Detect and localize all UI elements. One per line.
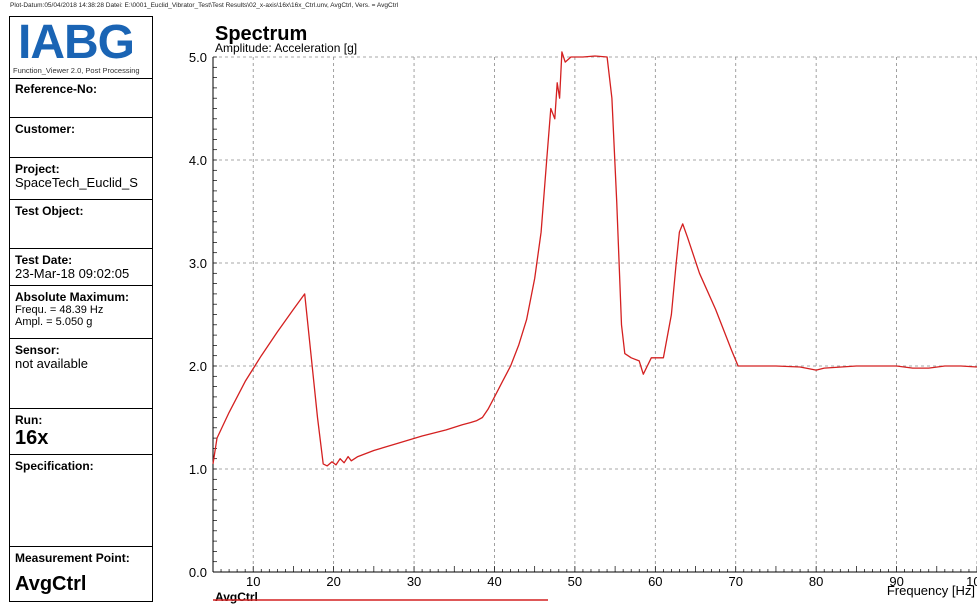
tick-layer: 10 20 30 40 50 60 70 80 90 100 0.0 1.0 2.0 3.0 4.0 5.0 [189, 50, 977, 589]
specification-field: Specification: [10, 455, 152, 547]
run-field: Run: 16x [10, 409, 152, 455]
measurement-point-label: Measurement Point: [15, 551, 130, 565]
customer-label: Customer: [15, 122, 76, 136]
x-tick-label: 90 [889, 574, 903, 589]
reference-label: Reference-No: [15, 82, 98, 96]
max-amplitude-value: Ampl. = 5.050 g [15, 316, 93, 328]
x-tick-label: 70 [729, 574, 743, 589]
x-tick-label: 20 [326, 574, 340, 589]
chart-title: Spectrum [215, 23, 307, 45]
absolute-max-field: Absolute Maximum: Frequ. = 48.39 Hz Ampl… [10, 286, 152, 339]
test-date-label: Test Date: [15, 253, 73, 267]
x-tick-label: 50 [568, 574, 582, 589]
run-value: 16x [15, 427, 49, 449]
customer-field: Customer: [10, 118, 152, 158]
logo-box: IABG Function_Viewer 2.0, Post Processin… [10, 17, 152, 79]
x-tick-label: 80 [809, 574, 823, 589]
sensor-value: not available [15, 357, 88, 371]
test-date-field: Test Date: 23-Mar-18 09:02:05 [10, 249, 152, 286]
y-tick-label: 1.0 [189, 462, 207, 477]
project-label: Project: [15, 162, 60, 176]
reference-field: Reference-No: [10, 78, 152, 118]
project-value: SpaceTech_Euclid_S [15, 176, 138, 190]
y-tick-label: 4.0 [189, 153, 207, 168]
legend-label: AvgCtrl [215, 590, 258, 604]
run-label: Run: [15, 413, 43, 427]
test-date-value: 23-Mar-18 09:02:05 [15, 267, 130, 281]
x-axis-label: Frequency [Hz] [887, 583, 975, 598]
y-tick-label: 2.0 [189, 359, 207, 374]
x-tick-label: 60 [648, 574, 662, 589]
x-tick-label: 10 [246, 574, 260, 589]
measurement-point-field: Measurement Point: AvgCtrl [10, 547, 152, 601]
y-axis-label: Amplitude: Acceleration [g] [215, 41, 357, 55]
series-line [212, 51, 977, 467]
measurement-point-value: AvgCtrl [15, 573, 87, 595]
sensor-label: Sensor: [15, 343, 60, 357]
y-tick-label: 3.0 [189, 256, 207, 271]
x-tick-label: 30 [407, 574, 421, 589]
plot-header: Plot-Datum:05/04/2018 14:38:28 Datei: E:… [10, 2, 399, 9]
logo-subtitle: Function_Viewer 2.0, Post Processing [13, 66, 140, 75]
grid-layer [212, 56, 977, 573]
test-object-label: Test Object: [15, 204, 84, 218]
y-tick-label: 5.0 [189, 50, 207, 65]
test-object-field: Test Object: [10, 200, 152, 249]
sensor-field: Sensor: not available [10, 339, 152, 409]
x-tick-label: 40 [487, 574, 501, 589]
y-tick-label: 0.0 [189, 565, 207, 580]
iabg-logo: IABG [18, 16, 135, 69]
specification-label: Specification: [15, 459, 94, 473]
max-frequency-value: Frequ. = 48.39 Hz [15, 304, 104, 316]
legend: AvgCtrl [213, 590, 548, 604]
info-panel: IABG Function_Viewer 2.0, Post Processin… [9, 16, 153, 602]
series-layer [212, 51, 977, 467]
absolute-max-label: Absolute Maximum: [15, 290, 130, 304]
x-tick-label: 100 [966, 574, 977, 589]
project-field: Project: SpaceTech_Euclid_S [10, 158, 152, 200]
